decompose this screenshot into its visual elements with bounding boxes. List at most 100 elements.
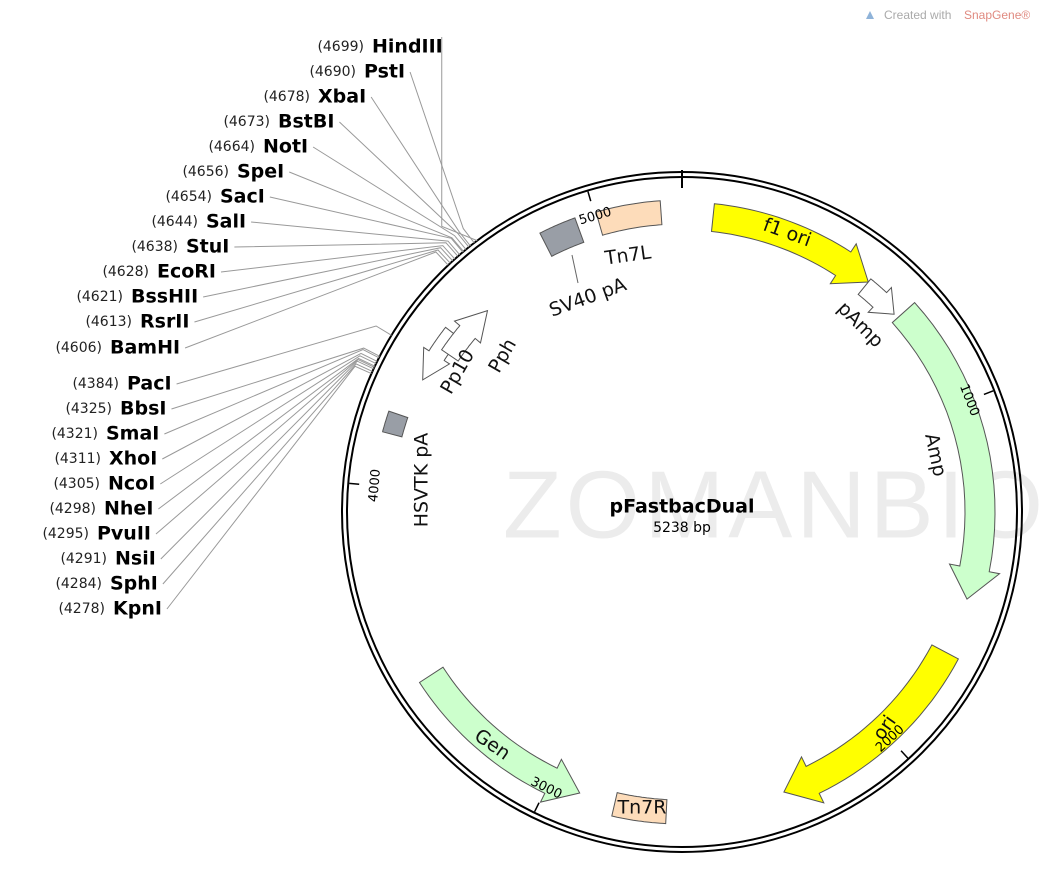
feature: [710, 203, 869, 285]
tick-mark: [983, 390, 994, 396]
enzyme-position: (4656): [182, 164, 229, 180]
enzyme-position: (4321): [51, 426, 98, 442]
enzyme-name: StuI: [186, 236, 229, 258]
credit-brand: SnapGene®: [964, 8, 1030, 22]
enzyme-leader: [409, 71, 475, 244]
feature: [539, 217, 585, 257]
enzyme-name: SacI: [220, 186, 265, 208]
enzyme-name: SpeI: [237, 161, 284, 183]
enzyme-leader: [203, 247, 454, 298]
feature: [595, 200, 663, 236]
enzyme-name: BstBI: [278, 111, 334, 133]
enzyme-position: (4284): [55, 576, 102, 592]
enzyme-position: (4291): [60, 551, 107, 567]
feature: [891, 301, 1001, 600]
enzyme-leader: [176, 325, 392, 385]
enzymes: (4699) HindIII (4690) PstI (4678) XbaI (4673) B…: [42, 36, 478, 620]
enzyme-leader: [220, 245, 456, 273]
enzyme-position: (4384): [72, 376, 119, 392]
feature: [440, 309, 489, 362]
enzyme-name: BamHI: [110, 337, 180, 359]
credit: Created with SnapGene®: [866, 8, 1030, 22]
enzyme-name: KpnI: [113, 598, 162, 620]
enzyme-name: HindIII: [372, 36, 443, 58]
enzyme-position: (4621): [76, 289, 123, 305]
enzyme-name: PstI: [364, 61, 405, 83]
enzyme-name: SmaI: [106, 423, 159, 445]
credit-icon: [866, 11, 874, 19]
plasmid-name: pFastbacDual: [610, 496, 755, 518]
enzyme-leader: [166, 365, 372, 610]
tick-mark: [587, 191, 592, 202]
enzyme-position: (4654): [165, 189, 212, 205]
enzyme-name: NheI: [104, 498, 153, 520]
feature-label: Tn7L: [602, 241, 652, 269]
enzyme-leader: [160, 360, 374, 560]
features: [382, 200, 1001, 825]
enzyme-leader: [160, 355, 377, 485]
feature: [418, 666, 581, 803]
enzyme-name: BssHII: [131, 286, 198, 308]
enzyme-name: EcoRI: [157, 261, 216, 283]
enzyme-position: (4613): [85, 314, 132, 330]
enzyme-position: (4644): [151, 214, 198, 230]
enzyme-leader: [162, 363, 373, 585]
enzyme-leader: [158, 357, 376, 510]
enzyme-leader: [269, 196, 464, 253]
enzyme-position: (4325): [65, 401, 112, 417]
enzyme-position: (4295): [42, 526, 89, 542]
tick-mark: [349, 482, 360, 485]
enzyme-name: XbaI: [318, 86, 366, 108]
enzyme-position: (4305): [53, 476, 100, 492]
enzyme-leader: [339, 121, 470, 248]
feature: [382, 410, 409, 438]
enzyme-position: (4638): [131, 239, 178, 255]
watermark: ZOMANBIO: [503, 451, 1044, 558]
enzyme-position: (4699): [317, 39, 364, 55]
feature-label: HSVTK pA: [411, 433, 433, 528]
enzyme-leader: [234, 242, 459, 257]
enzyme-name: NsiI: [115, 548, 156, 570]
feature: [857, 278, 895, 315]
enzyme-name: SalI: [206, 211, 246, 233]
enzyme-name: BbsI: [120, 398, 166, 420]
enzyme-name: PacI: [127, 373, 172, 395]
enzyme-position: (4606): [55, 340, 102, 356]
enzyme-leader: [441, 37, 478, 242]
enzyme-leader: [194, 249, 451, 323]
enzyme-leader: [164, 349, 380, 435]
enzyme-leader: [370, 96, 471, 247]
enzyme-leader: [289, 171, 464, 252]
leader: [571, 254, 579, 284]
plasmid-length: 5238 bp: [653, 520, 711, 536]
enzyme-position: (4664): [208, 139, 255, 155]
enzyme-position: (4278): [58, 601, 105, 617]
enzyme-name: SphI: [110, 573, 158, 595]
feature: [783, 644, 960, 804]
enzyme-name: NcoI: [108, 473, 155, 495]
feature-label: Tn7R: [617, 797, 667, 819]
enzyme-position: (4628): [102, 264, 149, 280]
enzyme-leader: [155, 359, 375, 535]
enzyme-leader: [184, 251, 449, 349]
enzyme-leader: [162, 352, 378, 460]
enzyme-name: XhoI: [109, 448, 157, 470]
enzyme-position: (4298): [49, 501, 96, 517]
tick-mark: [533, 802, 540, 813]
enzyme-position: (4673): [223, 114, 270, 130]
tick-mark: [900, 750, 909, 759]
enzyme-name: NotI: [263, 136, 308, 158]
enzyme-position: (4678): [263, 89, 310, 105]
tick-label: 4000: [366, 468, 384, 502]
feature-label: Pph: [484, 335, 521, 377]
enzyme-leader: [312, 146, 467, 250]
enzyme-position: (4311): [54, 451, 101, 467]
enzyme-name: PvuII: [97, 523, 151, 545]
credit-prefix: Created with: [884, 8, 951, 22]
feature-label: SV40 pA: [546, 273, 629, 321]
feature: [611, 791, 668, 825]
enzyme-name: RsrII: [140, 311, 189, 333]
enzyme-leader: [171, 347, 380, 410]
enzyme-leader: [251, 221, 461, 256]
